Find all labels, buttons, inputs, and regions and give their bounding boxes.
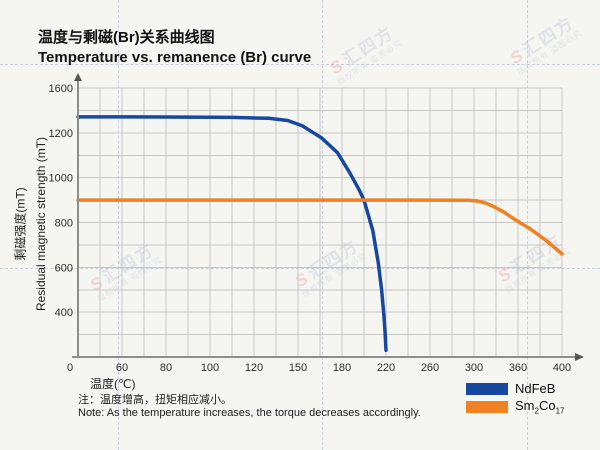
legend-item-sm2co17: Sm2Co17 — [466, 398, 564, 416]
ndfeb-label: NdFeB — [515, 381, 556, 396]
svg-text:1000: 1000 — [49, 173, 73, 185]
svg-text:60: 60 — [116, 362, 128, 374]
footnote: 注：温度增高，扭矩相应减小。 Note: As the temperature … — [78, 394, 421, 420]
svg-text:220: 220 — [377, 362, 395, 374]
guide-line-horizontal — [0, 268, 600, 269]
curve-NdFeB — [76, 115, 388, 353]
guide-line-vertical — [322, 0, 323, 450]
page-title-english: Temperature vs. remanence (Br) curve — [38, 49, 312, 66]
guide-line-vertical — [118, 0, 119, 450]
svg-text:600: 600 — [55, 262, 73, 274]
y-axis-title-english: Residual magnetic strength (mT) — [34, 136, 48, 312]
page-title-chinese: 温度与剩磁(Br)关系曲线图 — [38, 29, 215, 46]
svg-text:360: 360 — [509, 362, 527, 374]
guide-line-horizontal — [0, 64, 600, 65]
footnote-english: Note: As the temperature increases, the … — [78, 407, 421, 419]
svg-text:150: 150 — [289, 362, 307, 374]
svg-text:100: 100 — [201, 362, 219, 374]
sm2co17-swatch — [466, 400, 508, 413]
svg-text:80: 80 — [160, 362, 172, 374]
legend-item-ndfeb: NdFeB — [466, 381, 564, 396]
svg-text:400: 400 — [553, 362, 571, 374]
svg-text:260: 260 — [421, 362, 439, 374]
guide-line-vertical — [527, 0, 528, 450]
svg-text:180: 180 — [333, 362, 351, 374]
footnote-chinese: 注：温度增高，扭矩相应减小。 — [78, 394, 232, 406]
legend: NdFeB Sm2Co17 — [466, 381, 564, 418]
x-axis-arrow-icon — [575, 353, 584, 361]
svg-text:1200: 1200 — [49, 128, 73, 140]
svg-text:800: 800 — [55, 218, 73, 230]
svg-text:1600: 1600 — [49, 83, 73, 95]
tick-labels: 0 60 80 100 120 150 180 220 260 300 360 400 400 600 80… — [49, 83, 572, 374]
svg-text:0: 0 — [67, 362, 73, 374]
y-axis-title-chinese: 剩磁强度(mT) — [13, 187, 28, 261]
grid — [77, 87, 563, 358]
chart-title-block: 温度与剩磁(Br)关系曲线图 Temperature vs. remanence… — [38, 28, 311, 68]
svg-text:300: 300 — [465, 362, 483, 374]
curve-Sm2Co17 — [76, 198, 564, 256]
ndfeb-swatch — [466, 382, 508, 395]
x-axis-title: 温度(℃) — [90, 377, 136, 391]
sm2co17-label: Sm2Co17 — [515, 398, 565, 416]
svg-text:120: 120 — [245, 362, 263, 374]
svg-text:400: 400 — [55, 307, 73, 319]
y-axis-arrow-icon — [74, 73, 82, 81]
